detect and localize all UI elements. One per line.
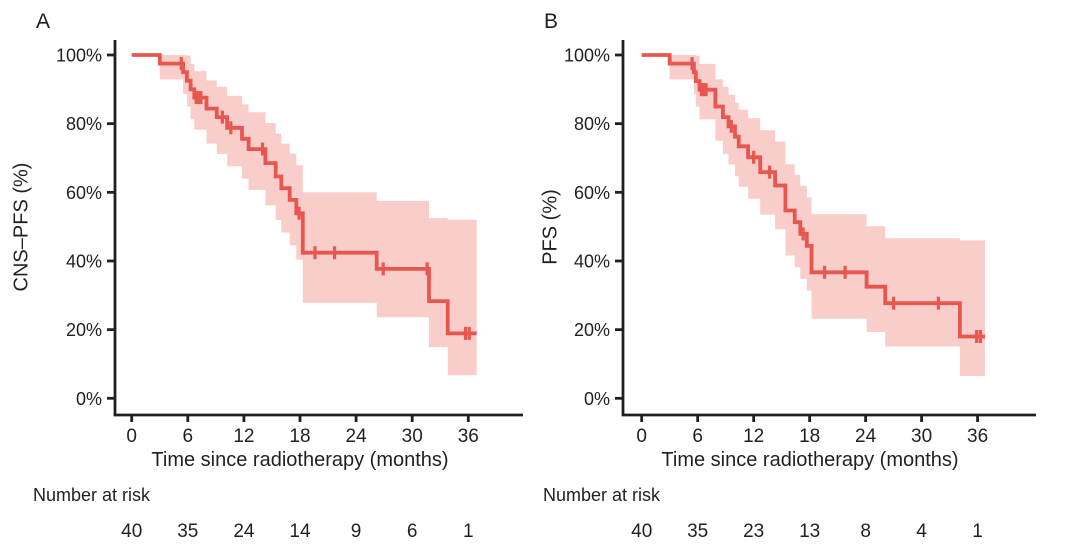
x-tick-label: 18 <box>289 426 310 447</box>
risk-count: 8 <box>860 521 871 542</box>
y-tick-label: 100% <box>56 46 102 66</box>
confidence-band <box>669 55 985 376</box>
risk-count: 9 <box>351 521 362 542</box>
x-tick-label: 24 <box>855 426 877 447</box>
axis-lines <box>621 40 1036 417</box>
risk-count: 1 <box>463 521 474 542</box>
y-tick-label: 20% <box>574 320 610 340</box>
panel-b-x-axis-title: Time since radiotherapy (months) <box>661 449 959 471</box>
survival-curve <box>131 53 477 336</box>
panel-b-risk-table-label: Number at risk <box>543 485 661 505</box>
risk-count: 13 <box>799 521 820 542</box>
axis-lines <box>113 40 523 417</box>
y-tick-label: 60% <box>574 183 610 203</box>
x-tick-label: 24 <box>346 426 368 447</box>
risk-count: 4 <box>916 521 927 542</box>
y-tick-label: 80% <box>574 114 610 134</box>
x-tick-label: 30 <box>402 426 423 447</box>
y-tick-label: 40% <box>66 251 102 271</box>
x-tick-label: 6 <box>692 426 703 447</box>
x-tick-label: 36 <box>458 426 479 447</box>
x-tick-label: 30 <box>911 426 932 447</box>
panel-b-y-axis-title: PFS (%) <box>539 189 562 265</box>
risk-count: 35 <box>687 521 708 542</box>
confidence-band <box>159 55 477 376</box>
panel-a-label: A <box>36 10 51 33</box>
y-tick-label: 40% <box>574 251 610 271</box>
panel-a-x-axis-title: Time since radiotherapy (months) <box>151 449 449 471</box>
risk-count: 35 <box>177 521 198 542</box>
risk-count: 23 <box>743 521 764 542</box>
x-tick-label: 0 <box>636 426 647 447</box>
x-tick-label: 6 <box>183 426 194 447</box>
risk-count: 40 <box>121 521 142 542</box>
x-tick-label: 12 <box>233 426 254 447</box>
y-tick-label: 20% <box>66 320 102 340</box>
panel-a-plot: 0 40 6 35 12 24 18 14 24 9 30 6 36 1 0% 20% 40% 60% 80% 100… <box>56 40 523 542</box>
y-tick-label: 80% <box>66 114 102 134</box>
risk-count: 14 <box>289 521 311 542</box>
risk-count: 40 <box>631 521 652 542</box>
y-tick-label: 60% <box>66 183 102 203</box>
panel-a-y-axis-title: CNS–PFS (%) <box>10 162 33 292</box>
panel-b-label: B <box>544 10 559 33</box>
risk-count: 6 <box>407 521 418 542</box>
x-tick-label: 36 <box>967 426 988 447</box>
x-tick-label: 18 <box>799 426 820 447</box>
y-tick-label: 0% <box>584 389 610 409</box>
panel-b-plot: 0 40 6 35 12 23 18 13 24 8 30 4 36 1 0% 20% 40% 60% 80% 100… <box>564 40 1036 542</box>
risk-count: 1 <box>972 521 983 542</box>
x-tick-label: 0 <box>126 426 137 447</box>
x-tick-label: 12 <box>743 426 764 447</box>
panel-a-risk-table-label: Number at risk <box>33 485 151 505</box>
y-tick-label: 100% <box>564 46 610 66</box>
y-tick-label: 0% <box>76 389 102 409</box>
risk-count: 24 <box>233 521 255 542</box>
